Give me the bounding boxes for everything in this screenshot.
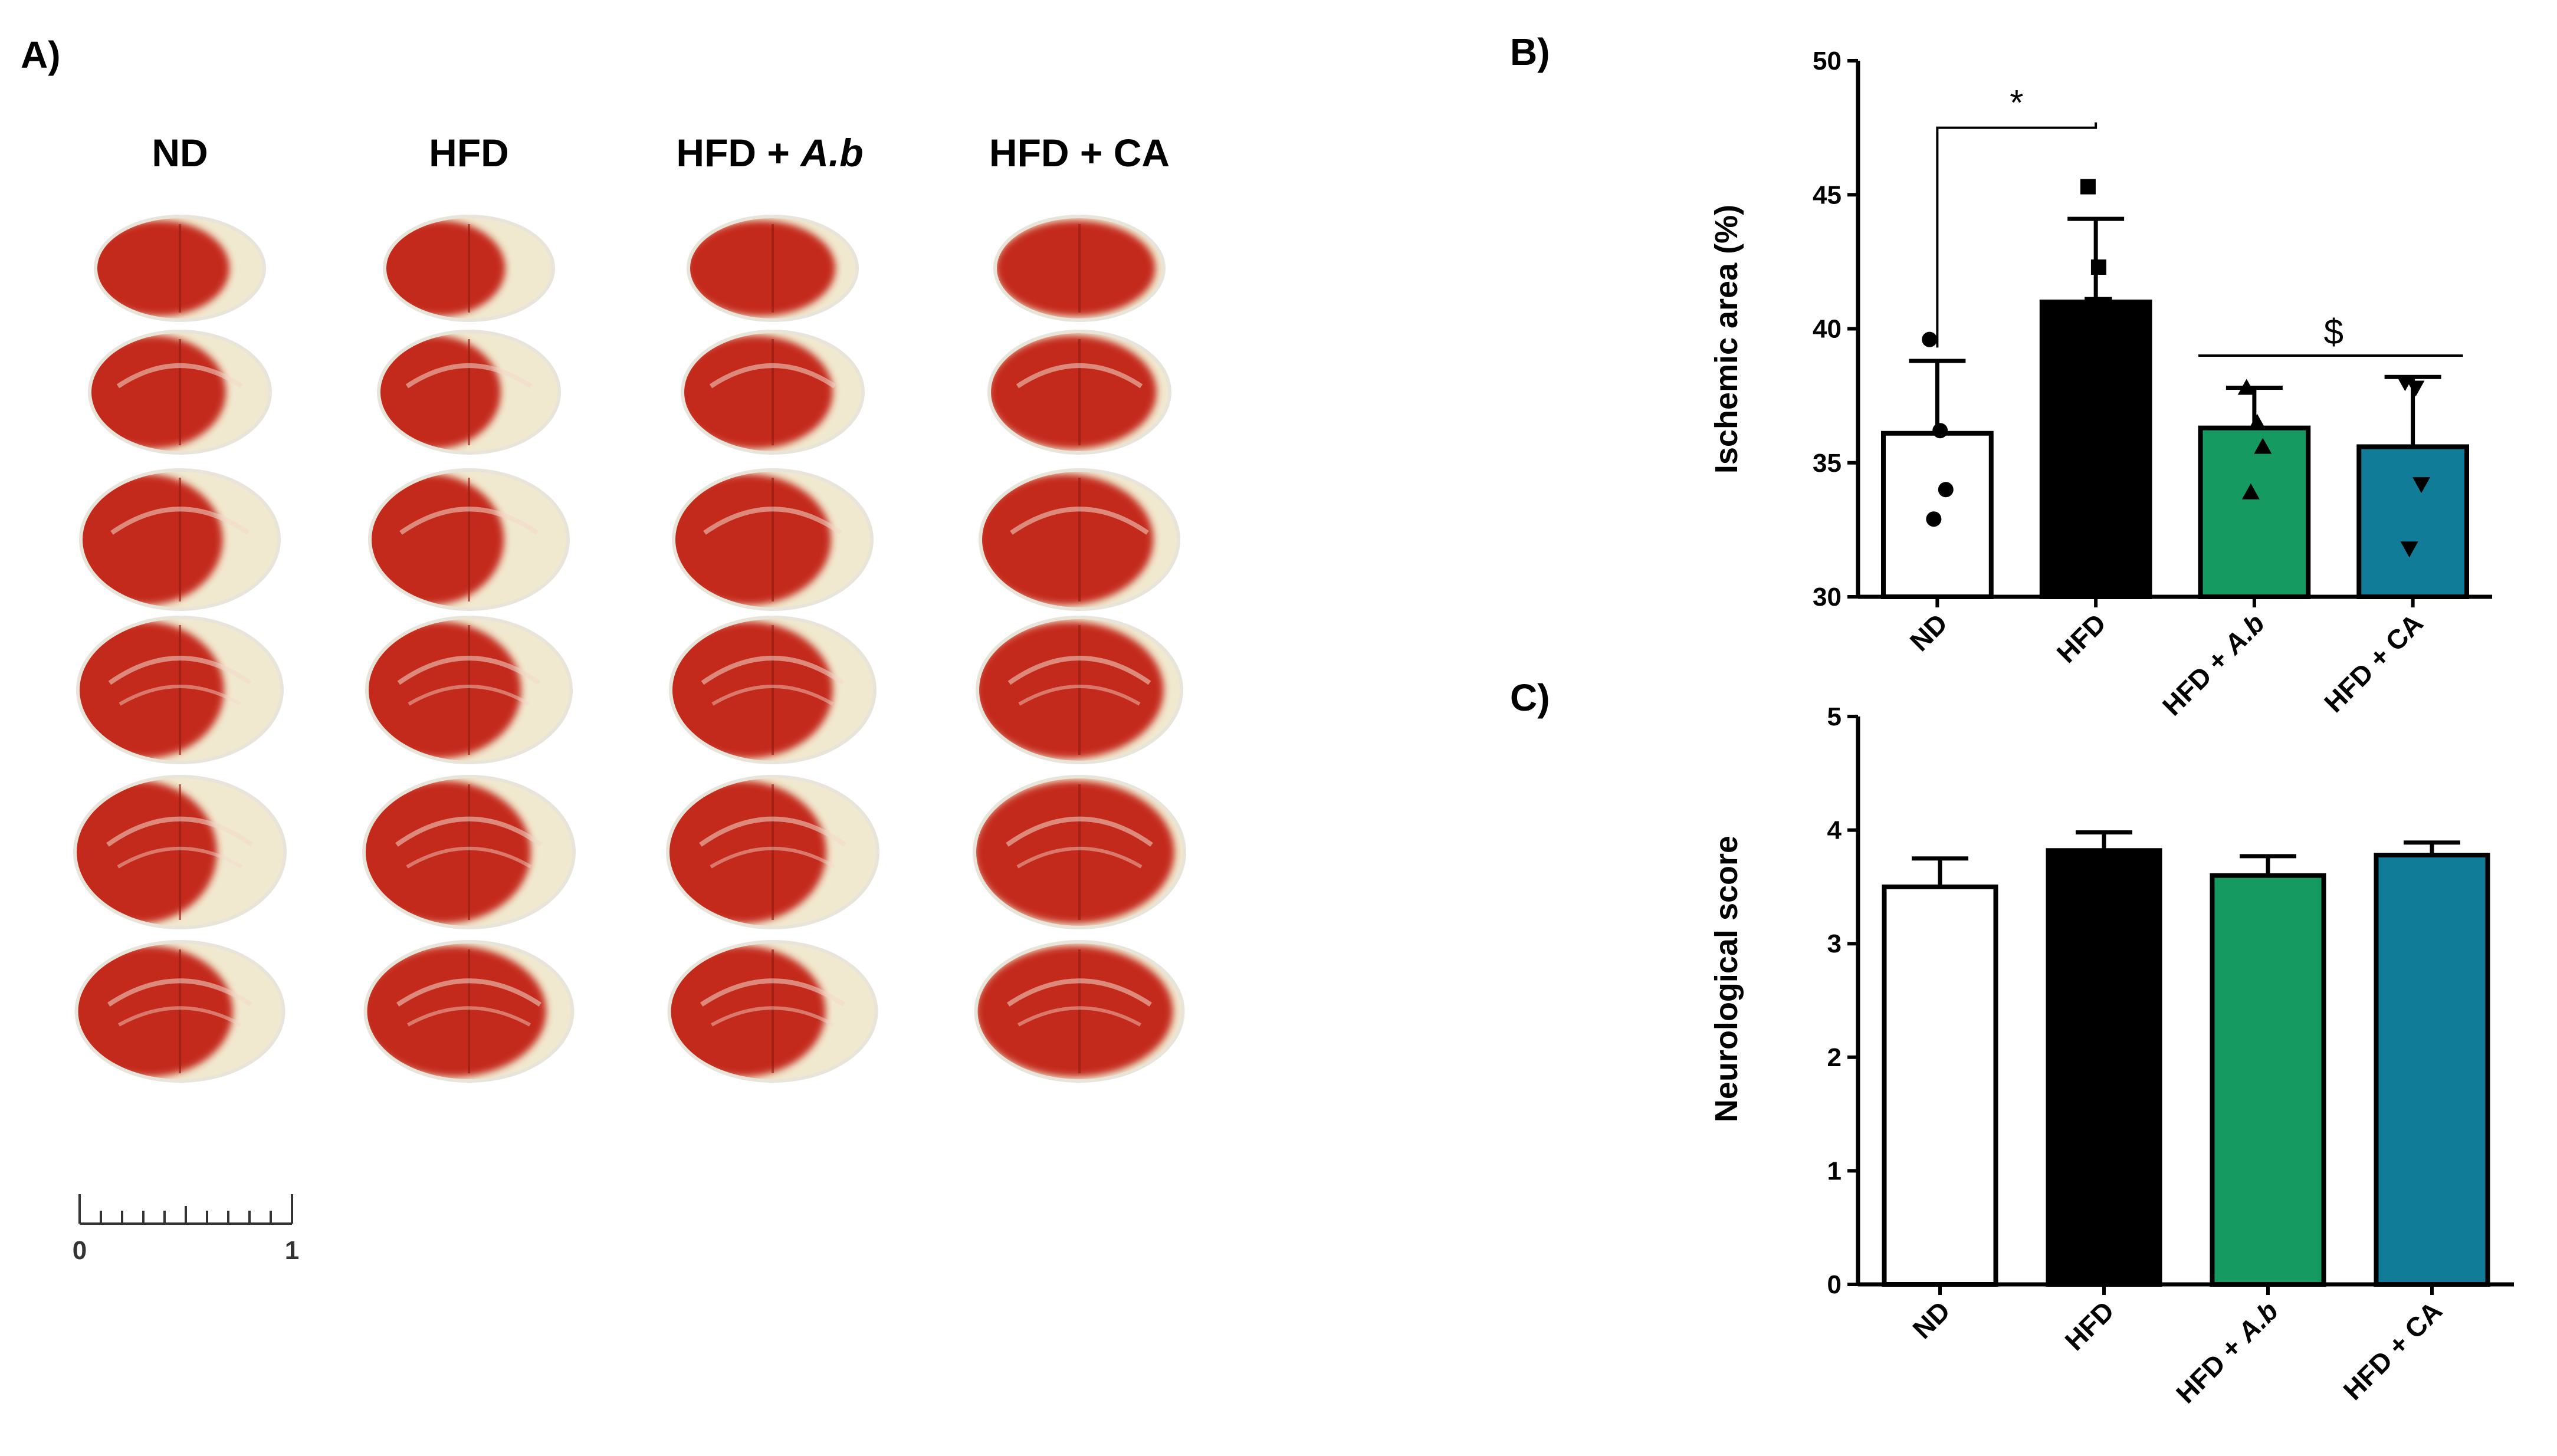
data-point — [1926, 511, 1942, 527]
x-category-label: ND — [1904, 607, 1954, 657]
bar — [2039, 300, 2152, 599]
x-category-label: ND — [1906, 1295, 1956, 1345]
data-point — [2241, 483, 2260, 499]
brain-slice — [368, 468, 570, 611]
brain-slice — [74, 940, 285, 1083]
brain-slice — [666, 775, 879, 929]
chart-c-neurological-score: Neurological score 0 1 2 3 4 5 ND HFD HFD + A.b H… — [1709, 702, 2514, 1409]
data-point — [2396, 375, 2414, 392]
data-point — [2248, 413, 2266, 430]
data-point — [1938, 482, 1954, 498]
y-tick-label: 3 — [1827, 929, 1842, 958]
y-tick-label: 45 — [1813, 180, 1842, 209]
brain-slice — [976, 616, 1183, 764]
header-nd: ND — [152, 131, 208, 175]
bar — [2210, 873, 2326, 1287]
brain-slice — [987, 330, 1171, 455]
header-hfd-ca: HFD + CA — [989, 131, 1170, 175]
bar — [1882, 884, 1998, 1287]
brain-slice — [76, 616, 284, 764]
data-point — [1922, 331, 1938, 347]
chart-c-ylabel: Neurological score — [1709, 836, 1744, 1122]
y-tick-label: 2 — [1827, 1043, 1842, 1072]
brain-slice — [94, 215, 266, 322]
chart-b-ylabel: Ischemic area (%) — [1709, 205, 1744, 474]
brain-slice — [979, 468, 1180, 611]
panel-a-headers: ND HFD HFD + A.b HFD + CA — [152, 131, 1170, 175]
panel-b-label: B) — [1510, 31, 1550, 73]
significance-label: * — [2010, 83, 2023, 123]
chart-b-ischemic-area: Ischemic area (%) 30 35 40 45 50 ND HFD HFD + A… — [1709, 47, 2492, 721]
brain-slice — [377, 330, 561, 455]
brain-slice — [973, 775, 1186, 929]
y-tick-label: 0 — [1827, 1270, 1842, 1299]
y-tick-label: 30 — [1813, 583, 1842, 612]
brain-slice — [667, 940, 878, 1083]
data-point — [2090, 259, 2106, 275]
x-category-label: HFD + CA — [2318, 607, 2429, 718]
brain-slice-grid — [73, 215, 1186, 1083]
brain-slice — [88, 330, 272, 455]
data-point — [2080, 179, 2096, 195]
x-category-label: HFD + A.b — [2170, 1295, 2284, 1409]
data-point — [2254, 438, 2272, 454]
significance-bracket — [1936, 122, 2098, 348]
scale-bar: 0 1 — [73, 1194, 299, 1265]
data-point — [2407, 380, 2425, 397]
brain-slice — [993, 215, 1166, 322]
panel-c-label: C) — [1510, 676, 1550, 719]
bar — [2356, 444, 2469, 599]
data-point — [2412, 477, 2431, 494]
x-category-label: HFD — [2059, 1295, 2120, 1356]
brain-slice — [362, 775, 576, 929]
header-hfd: HFD — [429, 131, 509, 175]
brain-slice — [687, 215, 859, 322]
bar — [2198, 425, 2311, 599]
brain-slice — [669, 616, 877, 764]
brain-slice — [672, 468, 874, 611]
y-tick-label: 1 — [1827, 1156, 1842, 1185]
brain-slice — [365, 616, 573, 764]
y-tick-label: 4 — [1827, 816, 1842, 845]
brain-slice — [363, 940, 575, 1083]
x-category-label: HFD + CA — [2337, 1295, 2448, 1406]
y-tick-label: 5 — [1827, 702, 1842, 731]
brain-slice — [974, 940, 1185, 1083]
bar — [2046, 848, 2162, 1287]
x-category-label: HFD + A.b — [2156, 607, 2270, 721]
data-point — [2400, 541, 2418, 558]
brain-slice — [73, 775, 287, 929]
header-hfd-ab: HFD + A.b — [676, 131, 863, 175]
x-category-label: HFD — [2051, 607, 2112, 669]
data-point — [1932, 423, 1948, 439]
y-tick-label: 35 — [1813, 449, 1842, 478]
data-point — [2237, 379, 2256, 395]
significance-label: $ — [2324, 312, 2343, 351]
scale-bar-start: 0 — [73, 1236, 87, 1265]
brain-slice — [79, 468, 281, 611]
bar — [2374, 852, 2490, 1287]
data-point — [2085, 297, 2100, 313]
panel-a-label: A) — [21, 34, 61, 76]
y-tick-label: 50 — [1813, 47, 1842, 75]
scale-bar-end: 1 — [285, 1236, 299, 1265]
y-tick-label: 40 — [1813, 315, 1842, 344]
brain-slice — [383, 215, 555, 322]
brain-slice — [681, 330, 865, 455]
